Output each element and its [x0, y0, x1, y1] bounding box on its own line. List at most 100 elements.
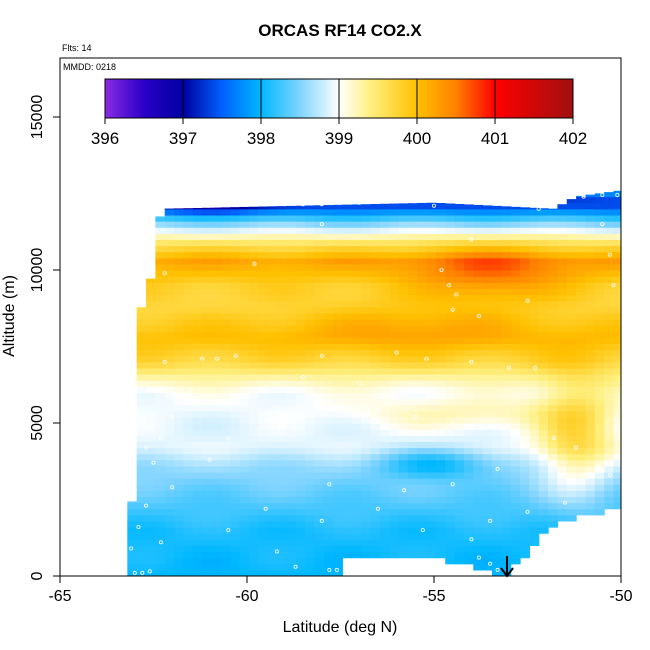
heatmap-cell: [407, 239, 418, 247]
heatmap-cell: [417, 349, 428, 357]
heatmap-cell: [174, 263, 185, 271]
heatmap-cell: [398, 484, 409, 491]
heatmap-cell: [333, 429, 343, 436]
heatmap-cell: [174, 257, 185, 265]
heatmap-cell: [454, 520, 465, 528]
heatmap-cell: [417, 233, 428, 240]
heatmap-cell: [164, 343, 175, 351]
heatmap-cell: [220, 355, 231, 363]
heatmap-cell: [557, 447, 568, 455]
heatmap-cell: [538, 361, 549, 369]
flight-track-point: [446, 283, 451, 288]
heatmap-cell: [276, 239, 287, 247]
heatmap-cell: [304, 251, 315, 259]
heatmap-cell: [482, 270, 493, 277]
heatmap-cell: [491, 337, 502, 345]
heatmap-cell: [174, 343, 185, 351]
heatmap-cell: [342, 361, 353, 369]
heatmap-cell: [379, 514, 390, 522]
heatmap-cell: [370, 502, 381, 510]
heatmap-cell: [594, 490, 605, 498]
colorbar-tick-label-396: 396: [91, 129, 119, 148]
heatmap-cell: [230, 508, 241, 516]
heatmap-cell: [501, 490, 512, 498]
heatmap-cell: [248, 349, 259, 357]
heatmap-cell: [426, 245, 437, 253]
heatmap-cell: [267, 306, 278, 314]
heatmap-cell: [333, 257, 343, 265]
heatmap-cell: [136, 331, 147, 338]
heatmap-cell: [566, 221, 577, 228]
heatmap-cell: [314, 300, 325, 308]
heatmap-cell: [174, 551, 185, 559]
heatmap-cell: [463, 423, 474, 430]
heatmap-cell: [267, 288, 278, 296]
heatmap-cell: [258, 453, 269, 461]
heatmap-cell: [594, 392, 605, 400]
heatmap-cell: [370, 453, 381, 461]
heatmap-cell: [482, 288, 493, 296]
heatmap-cell: [361, 306, 372, 314]
heatmap-cell: [192, 563, 203, 571]
heatmap-cell: [351, 331, 362, 338]
heatmap-cell: [276, 337, 287, 345]
heatmap-cell: [548, 502, 559, 510]
heatmap-cell: [230, 337, 241, 345]
heatmap-cell: [501, 508, 512, 516]
heatmap-cell: [276, 471, 287, 479]
flight-track-point: [140, 570, 145, 575]
heatmap-cell: [202, 300, 213, 308]
heatmap-cell: [482, 343, 493, 351]
heatmap-cell: [510, 239, 521, 247]
heatmap-cell: [520, 263, 530, 271]
heatmap-cell: [548, 490, 559, 498]
heatmap-cell: [276, 206, 287, 210]
heatmap-cell: [248, 533, 259, 540]
heatmap-cell: [304, 282, 315, 289]
heatmap-cell: [239, 361, 250, 369]
heatmap-cell: [276, 520, 287, 528]
heatmap-cell: [136, 453, 147, 461]
heatmap-cell: [454, 484, 465, 491]
heatmap-cell: [594, 447, 605, 455]
heatmap-cell: [389, 380, 400, 387]
heatmap-cell: [146, 502, 156, 510]
heatmap-cell: [389, 508, 400, 516]
heatmap-cell: [538, 331, 549, 338]
heatmap-cell: [398, 263, 409, 271]
heatmap-cell: [520, 441, 530, 449]
heatmap-cell: [445, 514, 456, 522]
heatmap-cell: [445, 533, 456, 540]
heatmap-cell: [267, 453, 278, 461]
heatmap-cell: [155, 331, 166, 338]
heatmap-cell: [258, 514, 269, 522]
heatmap-cell: [314, 551, 325, 559]
heatmap-cell: [407, 331, 418, 338]
heatmap-cell: [220, 312, 231, 320]
heatmap-cell: [342, 349, 353, 357]
heatmap-cell: [239, 300, 250, 308]
flight-track-point: [600, 222, 605, 227]
heatmap-cell: [557, 233, 568, 240]
heatmap-cell: [491, 404, 502, 412]
heatmap-cell: [407, 441, 418, 449]
heatmap-cell: [164, 257, 175, 265]
heatmap-cell: [594, 257, 605, 265]
heatmap-cell: [370, 545, 381, 553]
chart-title: ORCAS RF14 CO2.X: [258, 21, 422, 40]
heatmap-cell: [389, 239, 400, 247]
heatmap-cell: [211, 312, 222, 320]
heatmap-cell: [520, 539, 530, 546]
heatmap-cell: [239, 337, 250, 345]
heatmap-cell: [127, 527, 138, 534]
heatmap-cell: [351, 410, 362, 418]
heatmap-cell: [342, 263, 353, 271]
heatmap-cell: [267, 471, 278, 479]
heatmap-cell: [585, 502, 596, 510]
flight-track-point: [263, 202, 268, 207]
heatmap-cell: [566, 282, 577, 289]
heatmap-cell: [220, 514, 231, 522]
heatmap-cell: [426, 318, 437, 326]
heatmap-cell: [454, 367, 465, 375]
heatmap-cell: [473, 380, 484, 387]
